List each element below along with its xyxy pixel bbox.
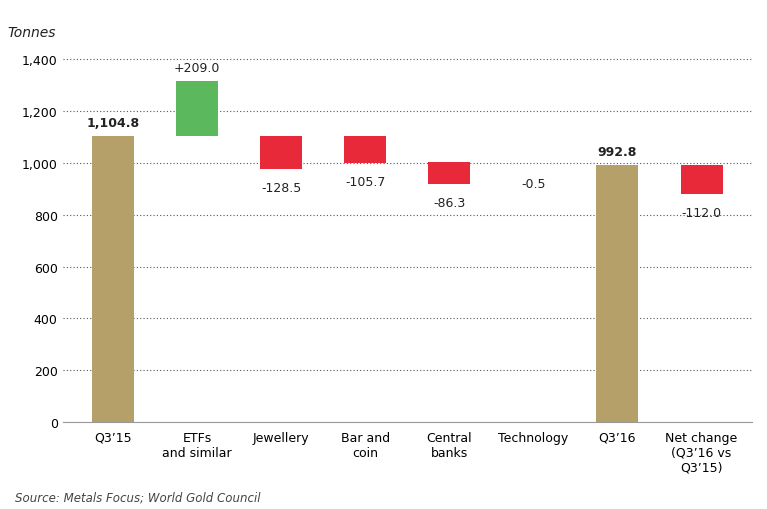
Bar — [176, 82, 218, 136]
Bar — [428, 162, 470, 185]
Text: -112.0: -112.0 — [682, 206, 722, 219]
Bar — [260, 136, 302, 169]
Text: -105.7: -105.7 — [345, 176, 386, 189]
Bar — [680, 165, 723, 194]
Text: -86.3: -86.3 — [433, 196, 466, 210]
Text: -0.5: -0.5 — [521, 178, 545, 190]
Text: 1,104.8: 1,104.8 — [87, 117, 140, 129]
Text: -128.5: -128.5 — [261, 182, 301, 194]
Text: Tonnes: Tonnes — [8, 25, 56, 40]
Text: Source: Metals Focus; World Gold Council: Source: Metals Focus; World Gold Council — [15, 491, 261, 504]
Bar — [344, 136, 387, 164]
Text: 992.8: 992.8 — [597, 146, 637, 158]
Text: +209.0: +209.0 — [174, 62, 220, 75]
Bar — [597, 165, 638, 422]
Bar — [92, 136, 134, 422]
